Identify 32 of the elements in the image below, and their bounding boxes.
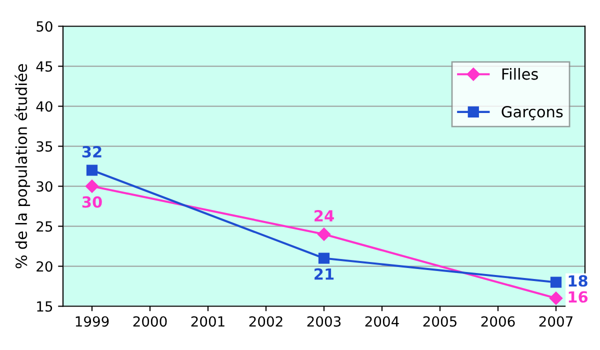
x-tick-label: 2007 [539,316,572,327]
data-label: 16 [568,291,588,303]
y-tick-label: 45 [36,61,52,72]
y-axis-title: % de la population étudiée [14,64,30,268]
y-tick-label: 50 [36,21,52,32]
point [549,292,563,305]
x-tick-label: 2004 [365,316,399,327]
x-tick-label: 1999 [76,316,109,327]
data-label: 30 [82,196,102,208]
y-tick-label: 30 [36,181,52,192]
point [318,252,330,264]
y-tick-label: 20 [36,261,52,272]
y-tick-label: 15 [37,301,52,312]
y-tick-label: 25 [36,221,52,232]
x-tick-label: 2001 [191,316,224,327]
x-tick-label: 2003 [307,316,341,327]
y-tick-label: 40 [36,101,52,112]
point [550,276,562,288]
legend-label: Filles [502,68,538,80]
x-tick-label: 2006 [481,316,515,327]
point [86,164,98,176]
x-tick-label: 2002 [249,316,282,327]
data-label: 18 [568,275,588,287]
data-label: 21 [314,268,334,280]
x-tick-label: 2000 [133,316,167,327]
legend-label: Garçons [502,106,563,120]
data-label: 24 [314,210,334,222]
data-label: 32 [82,146,102,158]
point [317,228,331,241]
x-tick-label: 2005 [423,316,456,327]
point [85,180,99,193]
y-tick-label: 35 [36,141,52,152]
